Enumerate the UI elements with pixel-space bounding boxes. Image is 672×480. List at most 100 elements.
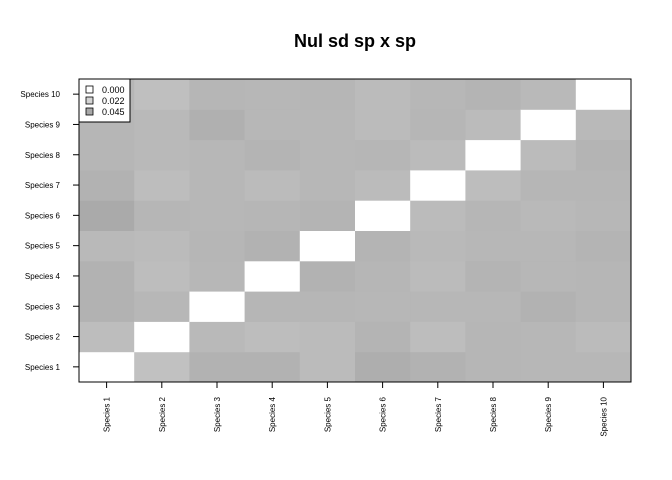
heatmap-cell bbox=[244, 351, 301, 383]
heatmap-cell bbox=[520, 291, 577, 322]
heatmap-cell bbox=[244, 109, 301, 141]
heatmap-cell bbox=[244, 321, 301, 353]
heatmap-cell bbox=[79, 260, 135, 292]
heatmap-cell bbox=[575, 139, 632, 171]
y-tick-label: Species 2 bbox=[25, 333, 61, 342]
heatmap-cell bbox=[410, 169, 466, 201]
heatmap-cell bbox=[244, 79, 301, 110]
heatmap-cell bbox=[189, 351, 246, 383]
heatmap-cell bbox=[79, 169, 135, 201]
heatmap-cell bbox=[520, 169, 577, 201]
heatmap-cell bbox=[244, 291, 301, 322]
y-tick-label: Species 9 bbox=[25, 120, 61, 129]
x-tick-label: Species 3 bbox=[213, 396, 222, 432]
heatmap-cell bbox=[134, 169, 190, 201]
heatmap-cell bbox=[299, 291, 356, 322]
y-tick-label: Species 10 bbox=[20, 90, 60, 99]
y-tick-label: Species 5 bbox=[25, 242, 61, 251]
heatmap-cell bbox=[189, 139, 246, 171]
heatmap-cell bbox=[244, 200, 301, 231]
heatmap-cell bbox=[520, 260, 577, 292]
heatmap-cell bbox=[575, 351, 632, 383]
heatmap-cell bbox=[520, 109, 577, 141]
legend-swatch bbox=[85, 107, 94, 116]
x-tick-label: Species 7 bbox=[434, 396, 443, 432]
heatmap-cell bbox=[410, 109, 466, 141]
heatmap-cell bbox=[299, 200, 356, 231]
heatmap-cell bbox=[355, 79, 411, 110]
heatmap-cell bbox=[355, 169, 411, 201]
heatmap-cell bbox=[465, 200, 522, 231]
heatmap-cell bbox=[134, 200, 190, 231]
heatmap-cell bbox=[465, 79, 522, 110]
heatmap-cell bbox=[79, 351, 135, 383]
heatmap-cell bbox=[134, 291, 190, 322]
heatmap-cell bbox=[244, 169, 301, 201]
x-tick-label: Species 9 bbox=[544, 396, 553, 432]
heatmap-cell bbox=[134, 139, 190, 171]
legend-swatch bbox=[85, 85, 94, 94]
legend-label: 0.045 bbox=[102, 107, 125, 117]
heatmap-cell bbox=[355, 321, 411, 353]
heatmap-cell bbox=[355, 230, 411, 262]
heatmap-cell bbox=[244, 260, 301, 292]
heatmap-cell bbox=[134, 260, 190, 292]
heatmap-cell bbox=[575, 291, 632, 322]
heatmap-cell bbox=[465, 321, 522, 353]
y-tick-label: Species 7 bbox=[25, 181, 61, 190]
x-tick-label: Species 6 bbox=[379, 396, 388, 432]
heatmap-cell bbox=[410, 139, 466, 171]
heatmap-cell bbox=[575, 79, 632, 110]
heatmap-cell bbox=[410, 200, 466, 231]
heatmap-cell bbox=[79, 291, 135, 322]
heatmap-cell bbox=[520, 139, 577, 171]
x-axis: Species 1 Species 2 Species 3 Species 4 Spec… bbox=[103, 382, 608, 437]
legend-label: 0.022 bbox=[102, 96, 125, 106]
x-tick-label: Species 8 bbox=[489, 396, 498, 432]
heatmap-cell bbox=[575, 230, 632, 262]
heatmap-cell bbox=[244, 230, 301, 262]
plot-border bbox=[78, 78, 632, 383]
heatmap-cell bbox=[575, 321, 632, 353]
heatmap-cell bbox=[189, 169, 246, 201]
heatmap-cell bbox=[410, 230, 466, 262]
heatmap-cell bbox=[299, 109, 356, 141]
x-tick-label: Species 4 bbox=[268, 396, 277, 432]
y-axis: Species 1 Species 2 Species 3 Species 4 Spec… bbox=[20, 90, 79, 372]
heatmap-cell bbox=[79, 321, 135, 353]
heatmap-cell bbox=[189, 291, 246, 322]
heatmap-cell bbox=[520, 230, 577, 262]
heatmap-cell bbox=[355, 291, 411, 322]
heatmap-cells bbox=[79, 79, 632, 383]
heatmap-cell bbox=[465, 260, 522, 292]
heatmap-cell bbox=[410, 79, 466, 110]
heatmap-cell bbox=[465, 291, 522, 322]
heatmap-cell bbox=[244, 139, 301, 171]
heatmap-cell bbox=[134, 109, 190, 141]
heatmap-cell bbox=[189, 109, 246, 141]
heatmap-cell bbox=[299, 351, 356, 383]
heatmap-cell bbox=[79, 200, 135, 231]
heatmap-cell bbox=[410, 321, 466, 353]
heatmap-cell bbox=[189, 230, 246, 262]
heatmap-cell bbox=[189, 200, 246, 231]
y-tick-label: Species 3 bbox=[25, 302, 61, 311]
heatmap-cell bbox=[134, 79, 190, 110]
heatmap-cell bbox=[575, 260, 632, 292]
heatmap-cell bbox=[355, 139, 411, 171]
heatmap-cell bbox=[299, 79, 356, 110]
heatmap-cell bbox=[355, 260, 411, 292]
heatmap-cell bbox=[465, 139, 522, 171]
heatmap-cell bbox=[410, 260, 466, 292]
y-tick-label: Species 6 bbox=[25, 211, 61, 220]
heatmap-cell bbox=[520, 351, 577, 383]
heatmap-cell bbox=[410, 351, 466, 383]
heatmap-cell bbox=[79, 230, 135, 262]
heatmap-cell bbox=[189, 321, 246, 353]
x-tick-label: Species 10 bbox=[599, 396, 608, 436]
heatmap-cell bbox=[575, 169, 632, 201]
heatmap-cell bbox=[355, 200, 411, 231]
y-tick-label: Species 4 bbox=[25, 272, 61, 281]
